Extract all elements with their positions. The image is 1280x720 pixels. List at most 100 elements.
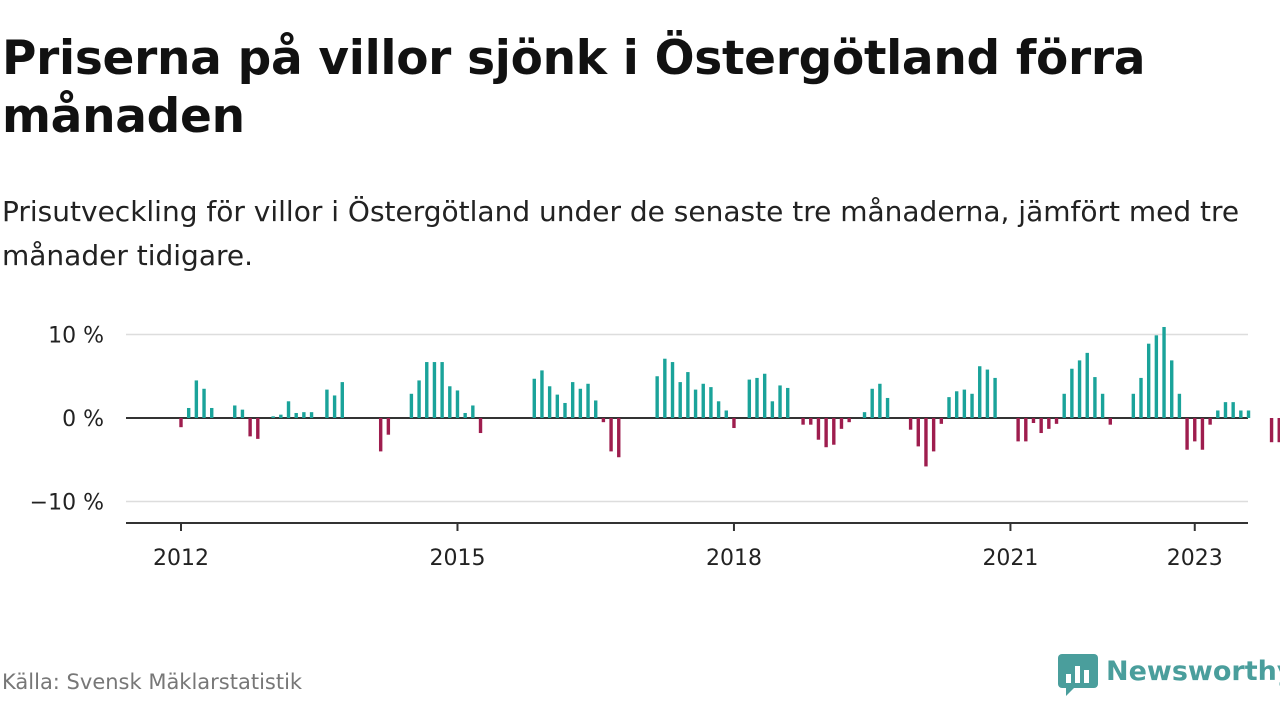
bar — [985, 369, 990, 418]
bar — [240, 409, 245, 418]
bar — [186, 407, 191, 418]
bar — [286, 401, 291, 418]
bar — [947, 397, 951, 418]
bar — [463, 412, 467, 418]
bar — [570, 382, 575, 418]
bar — [993, 377, 997, 418]
bar — [609, 418, 613, 452]
bar — [1016, 418, 1020, 442]
bar — [586, 383, 590, 418]
bar — [954, 391, 959, 418]
x-tick-label: 2021 — [982, 546, 1038, 571]
bar — [601, 418, 606, 423]
x-tick-label: 2012 — [153, 546, 209, 571]
bar — [1239, 410, 1243, 418]
bar — [1246, 410, 1251, 418]
bar — [432, 362, 437, 418]
bar — [832, 418, 836, 445]
bar — [294, 412, 298, 418]
bar — [233, 405, 237, 418]
bar — [455, 390, 460, 418]
bar — [202, 388, 206, 418]
bar — [1085, 352, 1089, 418]
bar — [1047, 418, 1051, 429]
bar — [279, 414, 283, 418]
bar — [617, 418, 621, 458]
x-tick-label: 2023 — [1167, 546, 1223, 571]
bar — [555, 394, 560, 418]
bar — [693, 389, 698, 418]
bar — [1269, 418, 1274, 443]
bar — [870, 388, 874, 418]
bar — [1131, 393, 1136, 418]
bar — [786, 387, 790, 418]
bar — [1077, 360, 1082, 418]
chart-title: Priserna på villor sjönk i Östergötland … — [2, 31, 1146, 144]
x-tick-label: 2018 — [706, 546, 762, 571]
y-tick-label: 10 % — [48, 324, 104, 349]
bar — [847, 418, 851, 423]
x-tick-label: 2015 — [429, 546, 485, 571]
bar — [839, 418, 844, 429]
bar — [816, 418, 821, 440]
bar — [302, 412, 306, 418]
bar — [1223, 402, 1228, 418]
bar — [440, 362, 444, 418]
bar — [378, 418, 383, 452]
bar — [1200, 418, 1205, 450]
bar — [1177, 393, 1182, 418]
bar — [1070, 368, 1074, 418]
bar — [885, 397, 890, 418]
bar — [1108, 418, 1112, 425]
bar — [1277, 418, 1280, 443]
bar — [755, 377, 759, 418]
bar — [1216, 410, 1220, 418]
bar — [1039, 418, 1043, 434]
bar — [248, 418, 252, 437]
bar — [663, 358, 667, 418]
bar — [1185, 418, 1189, 450]
bar — [655, 376, 659, 418]
bar — [701, 383, 705, 418]
bar — [417, 380, 421, 418]
y-tick-label: 0 % — [62, 407, 104, 432]
bar — [924, 418, 928, 467]
bar — [386, 418, 391, 435]
bar — [578, 388, 583, 418]
bar — [179, 418, 183, 428]
bar — [970, 393, 974, 418]
bar — [309, 412, 314, 418]
bar — [540, 370, 544, 418]
bar — [1231, 402, 1235, 418]
bar — [1170, 360, 1174, 418]
bar — [747, 379, 752, 418]
bar — [724, 410, 728, 418]
bar — [332, 395, 337, 418]
bar — [809, 418, 813, 425]
y-tick-label: −10 % — [30, 491, 104, 516]
bar — [686, 372, 690, 418]
bar — [670, 362, 675, 418]
bar — [594, 400, 598, 418]
bar — [1100, 393, 1105, 418]
bar — [409, 393, 414, 418]
bar — [1208, 418, 1212, 425]
bar — [1024, 418, 1028, 442]
bar — [194, 380, 199, 418]
bar — [1193, 418, 1197, 442]
newsworthy-logo-icon — [1058, 654, 1098, 696]
bar — [1031, 418, 1036, 424]
bar — [1162, 326, 1166, 418]
bar — [210, 407, 214, 418]
bar — [978, 366, 982, 418]
bar — [448, 386, 452, 418]
bar — [878, 383, 882, 418]
bar — [962, 389, 967, 418]
bar — [716, 401, 721, 418]
bar — [1054, 418, 1059, 424]
source-note: Källa: Svensk Mäklarstatistik — [2, 670, 303, 694]
bar — [271, 416, 275, 418]
bar — [1139, 377, 1143, 418]
bar — [778, 385, 782, 418]
